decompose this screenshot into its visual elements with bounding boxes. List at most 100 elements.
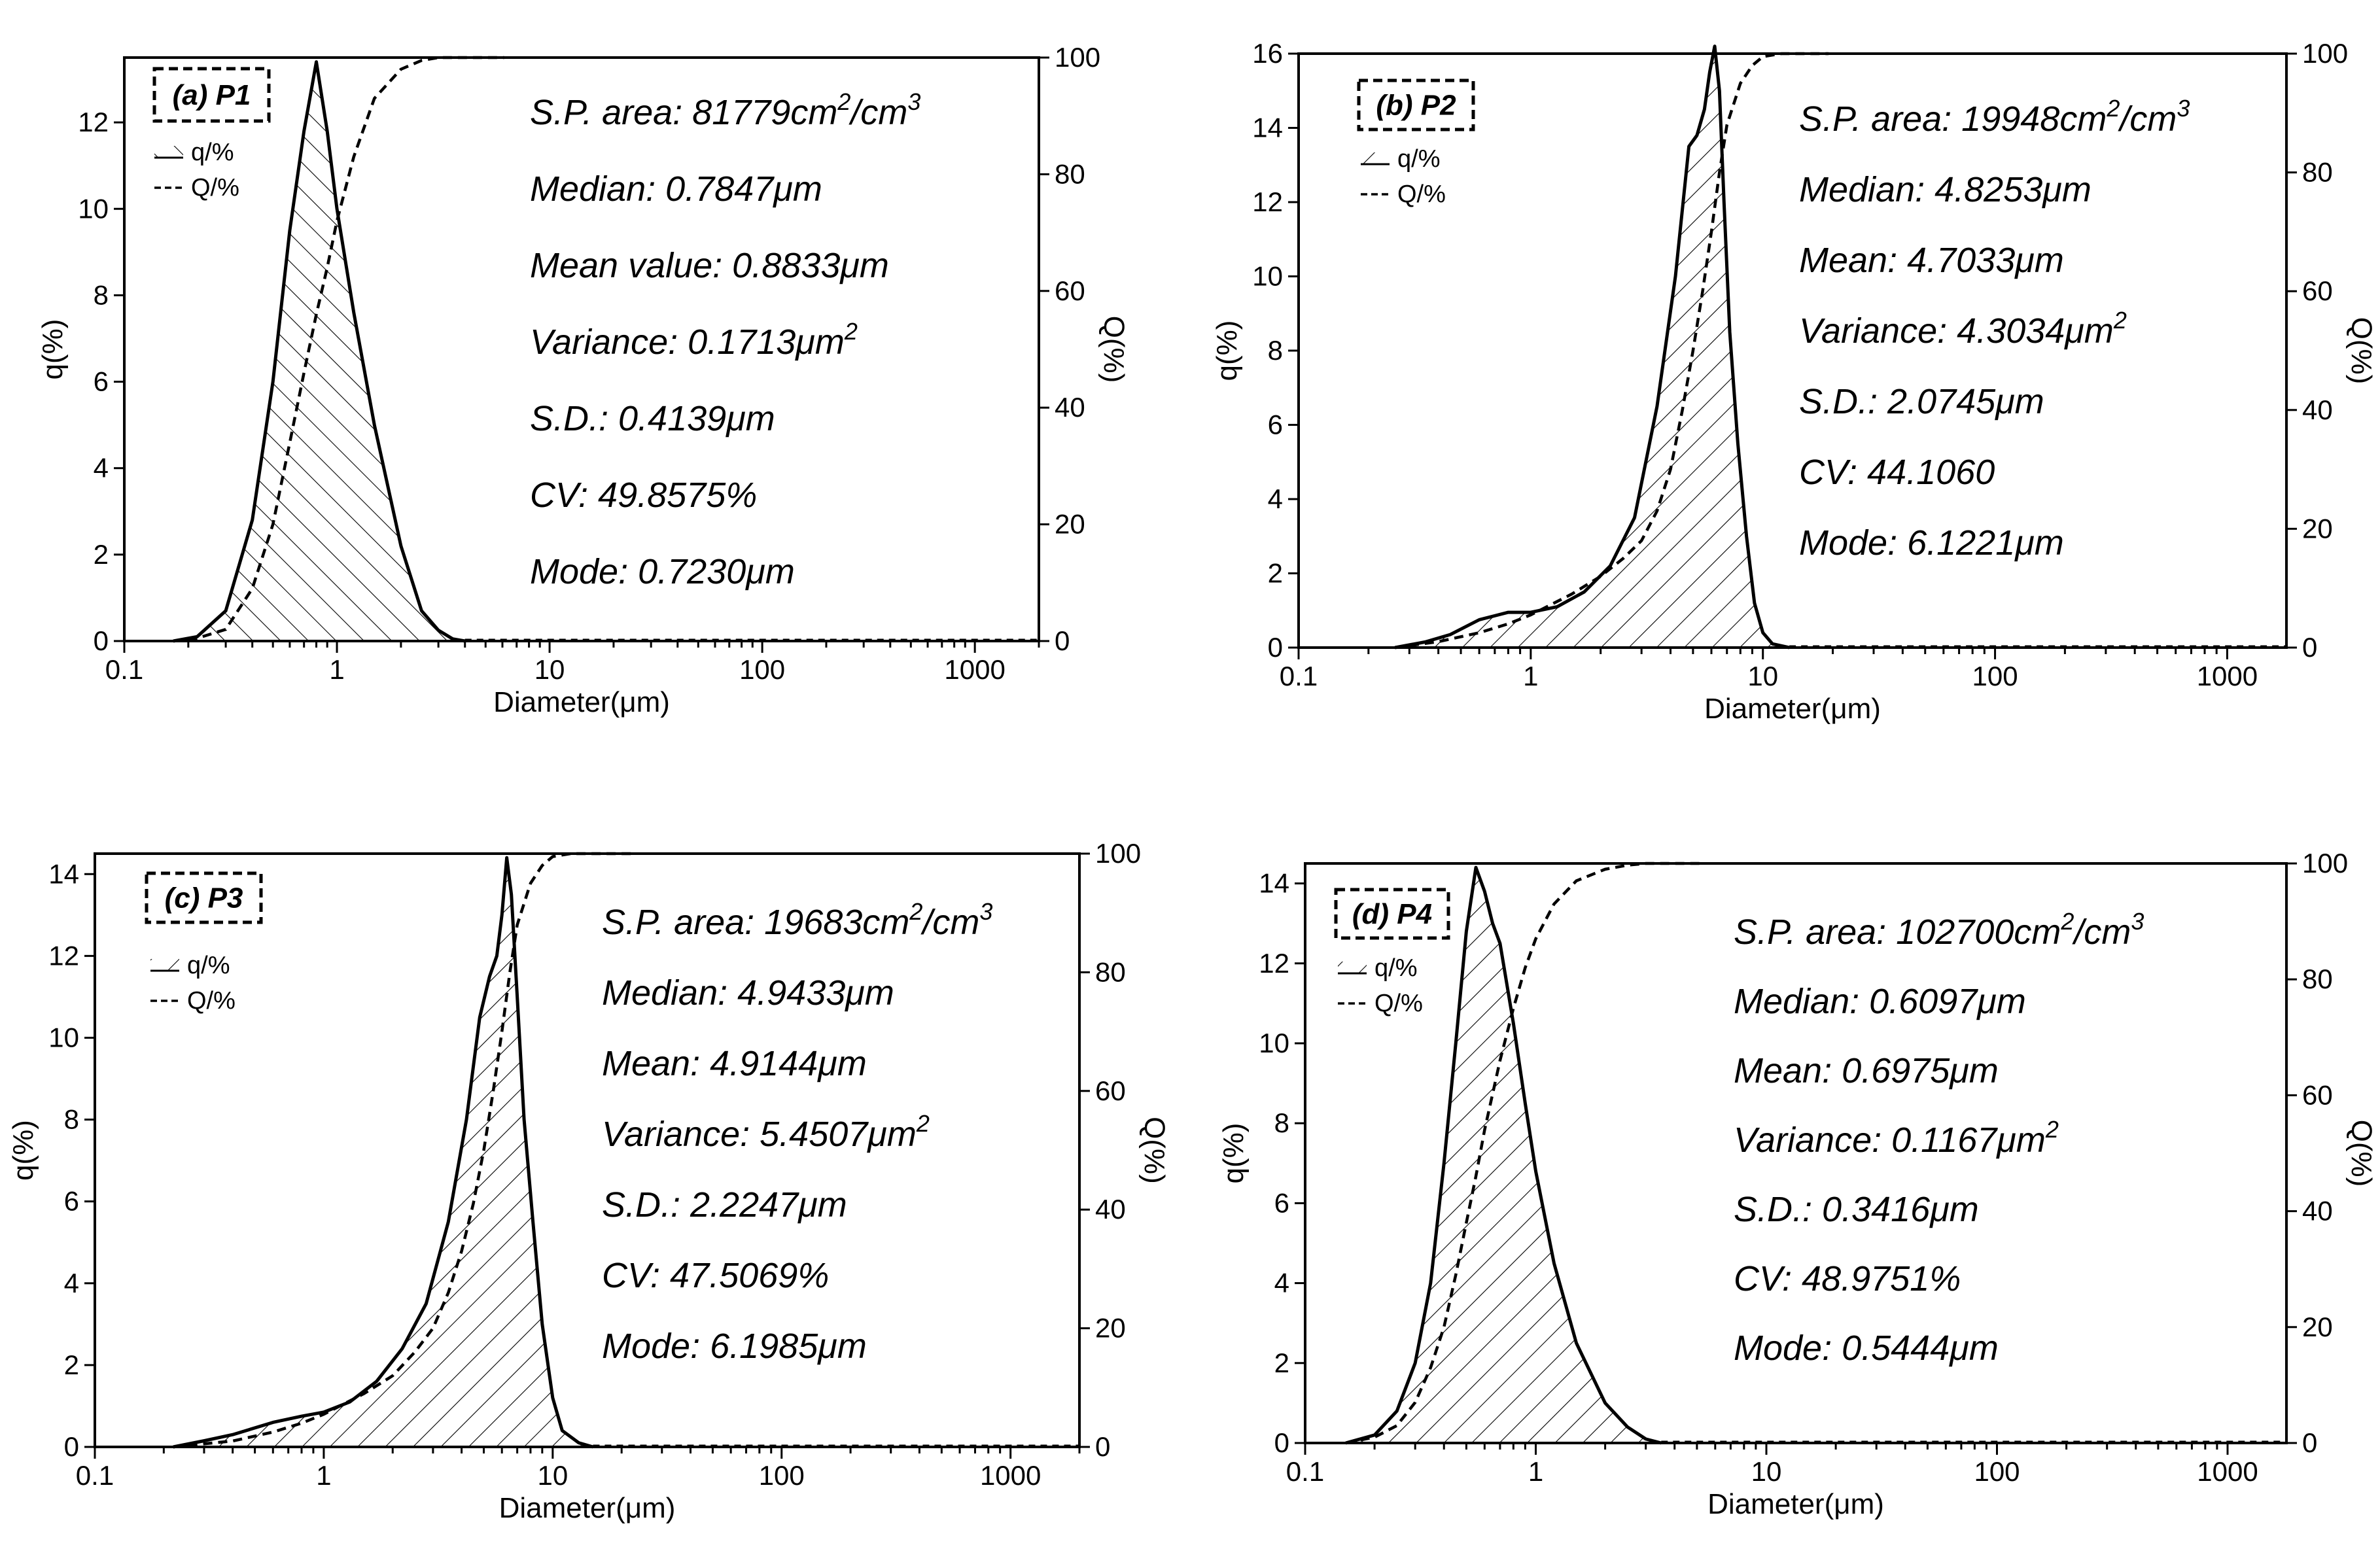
stat-line: CV: 44.1060 bbox=[1799, 453, 1995, 492]
y2-tick-label: 80 bbox=[2302, 157, 2333, 188]
x-tick-label: 1000 bbox=[944, 654, 1005, 685]
Q-cumulative-line bbox=[173, 852, 633, 1449]
stat-line: Median: 0.7847μm bbox=[530, 169, 822, 209]
y2-tick-label: 40 bbox=[1095, 1194, 1126, 1225]
stat-line: Mode: 0.7230μm bbox=[530, 552, 795, 591]
x-tick-label: 1 bbox=[1523, 661, 1538, 691]
stat-line: Variance: 0.1167μm2 bbox=[1734, 1116, 2059, 1160]
y-tick-label: 10 bbox=[1252, 261, 1283, 292]
y-tick-label: 12 bbox=[78, 107, 109, 137]
y2-tick-label: 0 bbox=[1095, 1431, 1110, 1462]
legend-q-label: q/% bbox=[187, 952, 230, 979]
legend-q-label: q/% bbox=[191, 139, 234, 166]
y-tick-label: 12 bbox=[1259, 948, 1289, 979]
x-tick-label: 100 bbox=[759, 1460, 805, 1491]
y-tick-label: 2 bbox=[1274, 1347, 1289, 1378]
y-tick-label: 0 bbox=[94, 625, 109, 656]
x-tick-label: 1 bbox=[316, 1460, 331, 1491]
panel-tag-label: (b) P2 bbox=[1376, 90, 1456, 122]
y2-tick-label: 80 bbox=[1055, 158, 1085, 189]
x-tick-label: 10 bbox=[534, 654, 565, 685]
Q-cumulative-line bbox=[1394, 52, 1829, 650]
stat-line: Variance: 5.4507μm2 bbox=[602, 1110, 930, 1154]
panel-tag-label: (c) P3 bbox=[165, 882, 243, 914]
y-tick-label: 14 bbox=[1252, 113, 1283, 143]
stat-line: Median: 0.6097μm bbox=[1734, 982, 2026, 1021]
stats-block: S.P. area: 102700cm2/cm3 Median: 0.6097μm… bbox=[1734, 908, 2144, 1368]
stat-line: S.P. area: 81779cm2/cm3 bbox=[530, 88, 920, 132]
q-distribution-area bbox=[173, 858, 593, 1447]
stat-line: Mean: 4.9144μm bbox=[602, 1044, 867, 1083]
stat-line: Median: 4.8253μm bbox=[1799, 170, 2091, 209]
y-tick-label: 10 bbox=[1259, 1028, 1289, 1058]
y-tick-label: 6 bbox=[1274, 1187, 1289, 1218]
stat-line: S.D.: 2.2247μm bbox=[602, 1185, 847, 1225]
plot-frame bbox=[94, 852, 1081, 1448]
x-tick-label: 1000 bbox=[980, 1460, 1041, 1491]
legend-q-swatch bbox=[150, 959, 179, 971]
x-tick-label: 100 bbox=[1972, 661, 2018, 691]
y-tick-label: 8 bbox=[94, 279, 109, 310]
y2-tick-label: 20 bbox=[2302, 1312, 2333, 1342]
legend-q-label: q/% bbox=[1374, 954, 1417, 982]
legend-q-swatch bbox=[154, 146, 183, 158]
y-tick-label: 10 bbox=[48, 1022, 79, 1052]
q-distribution-line bbox=[173, 856, 594, 1449]
chart-panel-3: 0.1 1 10 100 1000 0 2 4 6 8 10 12 14 0 20 40 60 80 100 Diam… bbox=[7, 838, 1170, 1524]
q-distribution-area bbox=[173, 61, 465, 641]
chart-panel-2: 0.1 1 10 100 1000 0 2 4 6 8 10 12 14 16 0 20 40 60 80 100 Di… bbox=[1211, 38, 2377, 725]
stat-line: Mode: 6.1221μm bbox=[1799, 523, 2064, 563]
y-tick-label: 14 bbox=[1259, 868, 1289, 899]
legend: q/% Q/% bbox=[1338, 954, 1423, 1017]
x-tick-label: 1 bbox=[1528, 1456, 1543, 1487]
q-distribution-line bbox=[1345, 865, 1662, 1445]
legend-Q-label: Q/% bbox=[191, 174, 239, 201]
x-tick-label: 100 bbox=[1974, 1456, 2020, 1487]
y2-axis-title: Q(%) bbox=[1138, 1117, 1170, 1184]
y-axis-title: q(%) bbox=[1211, 321, 1243, 381]
stat-line: Mode: 6.1985μm bbox=[602, 1327, 867, 1366]
y2-tick-label: 0 bbox=[2302, 632, 2317, 663]
y-tick-label: 16 bbox=[1252, 38, 1283, 69]
stat-line: CV: 49.8575% bbox=[530, 476, 757, 515]
y-tick-label: 10 bbox=[78, 193, 109, 224]
y-tick-label: 2 bbox=[64, 1349, 79, 1380]
panel-tag-box bbox=[145, 871, 263, 924]
stat-line: CV: 47.5069% bbox=[602, 1256, 829, 1295]
y-tick-label: 6 bbox=[64, 1186, 79, 1217]
stats-block: S.P. area: 19948cm2/cm3 Median: 4.8253μm M… bbox=[1799, 95, 2190, 563]
y-axis-title: q(%) bbox=[7, 1120, 39, 1181]
q-distribution-line bbox=[173, 60, 466, 643]
q-distribution-area bbox=[1346, 867, 1662, 1443]
y2-tick-label: 60 bbox=[1055, 275, 1085, 306]
y-tick-label: 12 bbox=[48, 940, 79, 971]
legend-Q-label: Q/% bbox=[1397, 181, 1446, 208]
Q-cumulative-line bbox=[188, 56, 504, 643]
y-tick-label: 8 bbox=[1274, 1107, 1289, 1138]
stat-line: S.P. area: 102700cm2/cm3 bbox=[1734, 908, 2144, 952]
y2-tick-label: 0 bbox=[1055, 625, 1070, 656]
legend: q/% Q/% bbox=[150, 952, 236, 1015]
y-tick-label: 6 bbox=[94, 366, 109, 397]
y-tick-label: 4 bbox=[64, 1268, 79, 1298]
legend: q/% Q/% bbox=[1361, 145, 1446, 208]
stat-line: Median: 4.9433μm bbox=[602, 973, 894, 1013]
y2-axis-title: Q(%) bbox=[2345, 317, 2377, 385]
plot-frame bbox=[1297, 52, 2288, 649]
y-tick-label: 6 bbox=[1268, 409, 1283, 440]
plot-frame bbox=[123, 56, 1040, 642]
legend-Q-label: Q/% bbox=[1374, 990, 1423, 1017]
q-distribution-area bbox=[1395, 46, 1790, 648]
chart-panel-1: 0.1 1 10 100 1000 0 2 4 6 8 10 12 0 20 40 60 80 100 Diamet… bbox=[37, 42, 1130, 718]
y2-tick-label: 60 bbox=[2302, 275, 2333, 306]
x-tick-label: 0.1 bbox=[1280, 661, 1318, 691]
y-tick-label: 0 bbox=[1274, 1427, 1289, 1458]
y-tick-label: 4 bbox=[1274, 1268, 1289, 1298]
x-axis-title: Diameter(μm) bbox=[499, 1492, 676, 1524]
y-axis-title: q(%) bbox=[1217, 1123, 1250, 1184]
x-tick-label: 100 bbox=[739, 654, 785, 685]
y2-tick-label: 40 bbox=[2302, 394, 2333, 425]
y2-tick-label: 100 bbox=[2302, 848, 2348, 878]
y-tick-label: 8 bbox=[1268, 335, 1283, 366]
